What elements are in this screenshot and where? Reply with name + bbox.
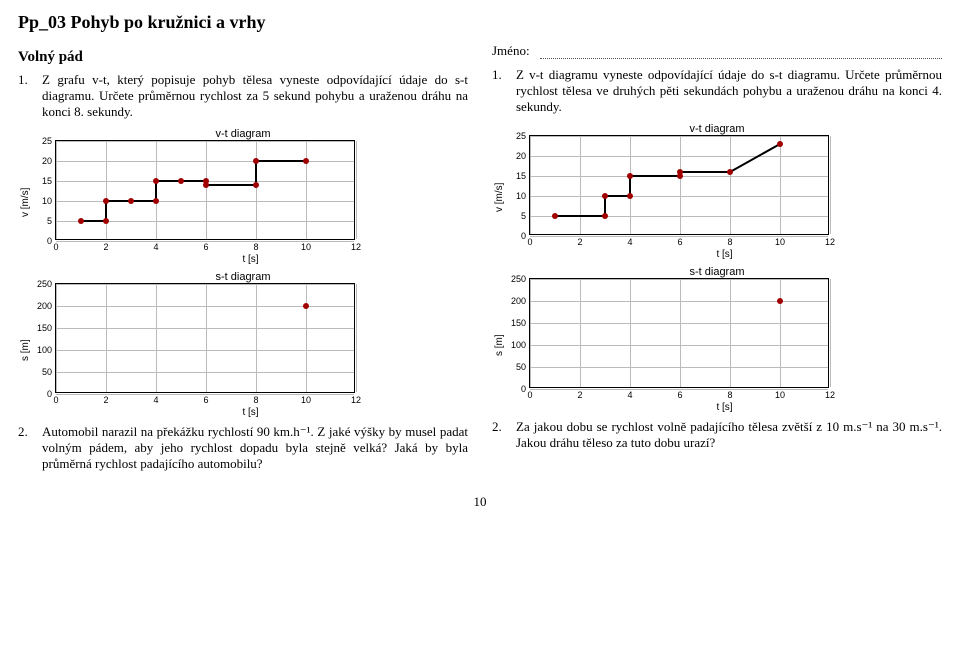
left-column: Volný pád 1. Z grafu v-t, který popisuje… [18,43,468,480]
right-chart2-title: s-t diagram [492,266,942,278]
right-chart1-title: v-t diagram [492,123,942,135]
left-chart1-title: v-t diagram [18,128,468,140]
left-q1-number: 1. [18,72,34,120]
right-chart2: s [m] 024681012050100150200250 t [s] [492,278,942,413]
right-chart2-xlabel: t [s] [507,402,942,413]
left-chart1-xlabel: t [s] [33,254,468,265]
left-chart1: v [m/s] 0246810120510152025 t [s] [18,140,468,265]
left-chart2-xlabel: t [s] [33,407,468,418]
right-chart1-ylabel: v [m/s] [492,135,507,260]
right-q2-text: Za jakou dobu se rychlost volně padající… [516,419,942,451]
left-subheading: Volný pád [18,49,468,66]
left-chart2-plot: 024681012050100150200250 [55,283,355,393]
left-question-2: 2. Automobil narazil na překážku rychlos… [18,424,468,472]
right-question-1: 1. Z v-t diagramu vyneste odpovídající ú… [492,67,942,115]
page-number: 10 [18,494,942,510]
right-q1-text: Z v-t diagramu vyneste odpovídající údaj… [516,67,942,115]
name-blank-line [540,47,942,59]
left-q2-number: 2. [18,424,34,472]
left-chart1-plot: 0246810120510152025 [55,140,355,240]
left-q2-text: Automobil narazil na překážku rychlostí … [42,424,468,472]
name-field-row: Jméno: [492,43,942,59]
right-question-2: 2. Za jakou dobu se rychlost volně padaj… [492,419,942,451]
left-chart2-title: s-t diagram [18,271,468,283]
left-chart2-ylabel: s [m] [18,283,33,418]
right-chart1-plot: 0246810120510152025 [529,135,829,235]
left-q1-text: Z grafu v-t, který popisuje pohyb tělesa… [42,72,468,120]
right-q2-number: 2. [492,419,508,451]
right-chart1: v [m/s] 0246810120510152025 t [s] [492,135,942,260]
right-chart2-plot: 024681012050100150200250 [529,278,829,388]
right-q1-number: 1. [492,67,508,115]
left-question-1: 1. Z grafu v-t, který popisuje pohyb těl… [18,72,468,120]
right-chart2-ylabel: s [m] [492,278,507,413]
page-title: Pp_03 Pohyb po kružnici a vrhy [18,12,942,33]
two-column-layout: Volný pád 1. Z grafu v-t, který popisuje… [18,43,942,480]
left-chart1-ylabel: v [m/s] [18,140,33,265]
left-chart2: s [m] 024681012050100150200250 t [s] [18,283,468,418]
right-chart1-xlabel: t [s] [507,249,942,260]
name-label: Jméno: [492,43,530,59]
right-column: Jméno: 1. Z v-t diagramu vyneste odpovíd… [492,43,942,480]
